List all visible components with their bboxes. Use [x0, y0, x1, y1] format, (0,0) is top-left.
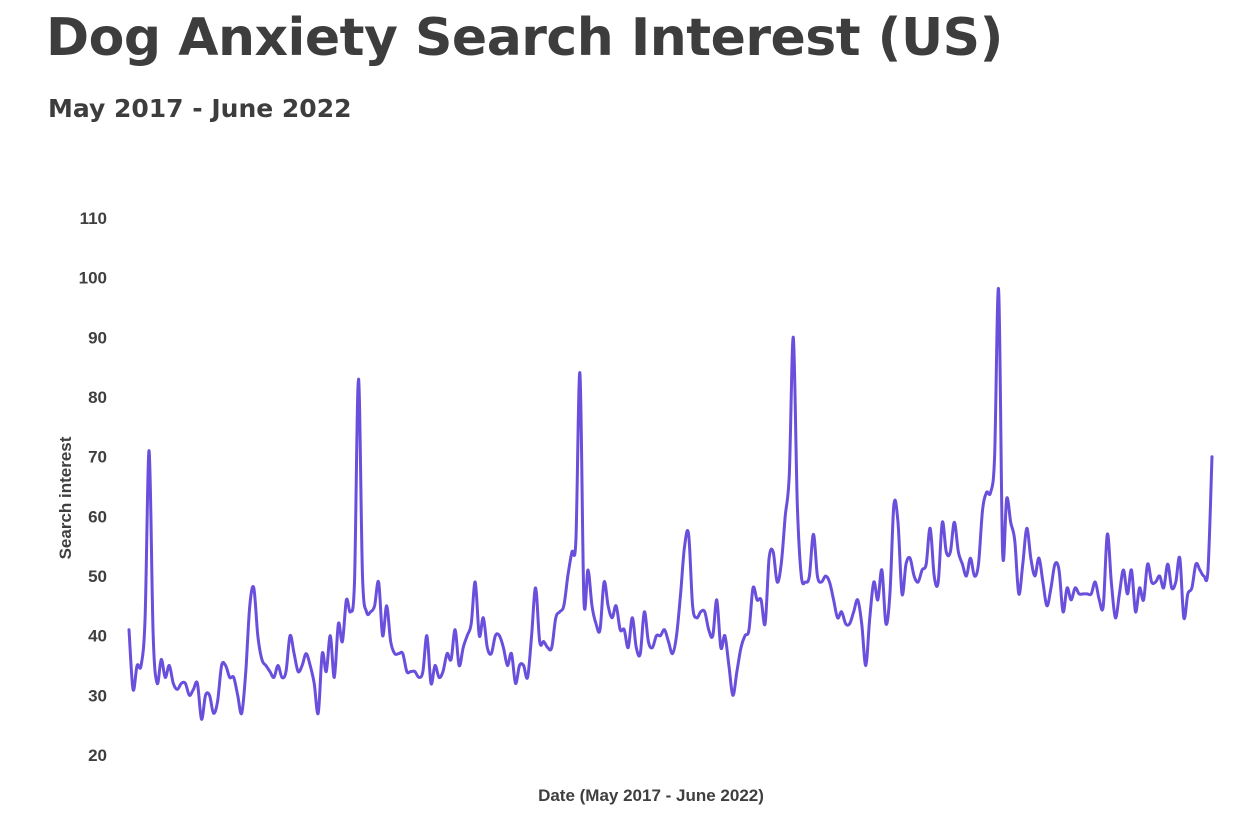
y-tick-label: 40	[88, 627, 107, 646]
chart-subtitle: May 2017 - June 2022	[48, 94, 352, 123]
y-tick-label: 70	[88, 448, 107, 467]
y-axis-ticks: 20 30 40 50 60 70 80 90 100 110	[79, 209, 107, 765]
y-tick-label: 100	[79, 269, 107, 288]
y-tick-label: 30	[88, 686, 107, 705]
y-tick-label: 80	[88, 388, 107, 407]
y-tick-label: 20	[88, 746, 107, 765]
y-tick-label: 60	[88, 507, 107, 526]
y-tick-label: 50	[88, 567, 107, 586]
y-axis-label: Search interest	[56, 436, 75, 559]
chart-title: Dog Anxiety Search Interest (US)	[46, 8, 1003, 68]
y-tick-label: 90	[88, 328, 107, 347]
series-line	[127, 287, 1214, 721]
x-axis-label: Date (May 2017 - June 2022)	[538, 786, 764, 805]
y-tick-label: 110	[80, 209, 107, 228]
